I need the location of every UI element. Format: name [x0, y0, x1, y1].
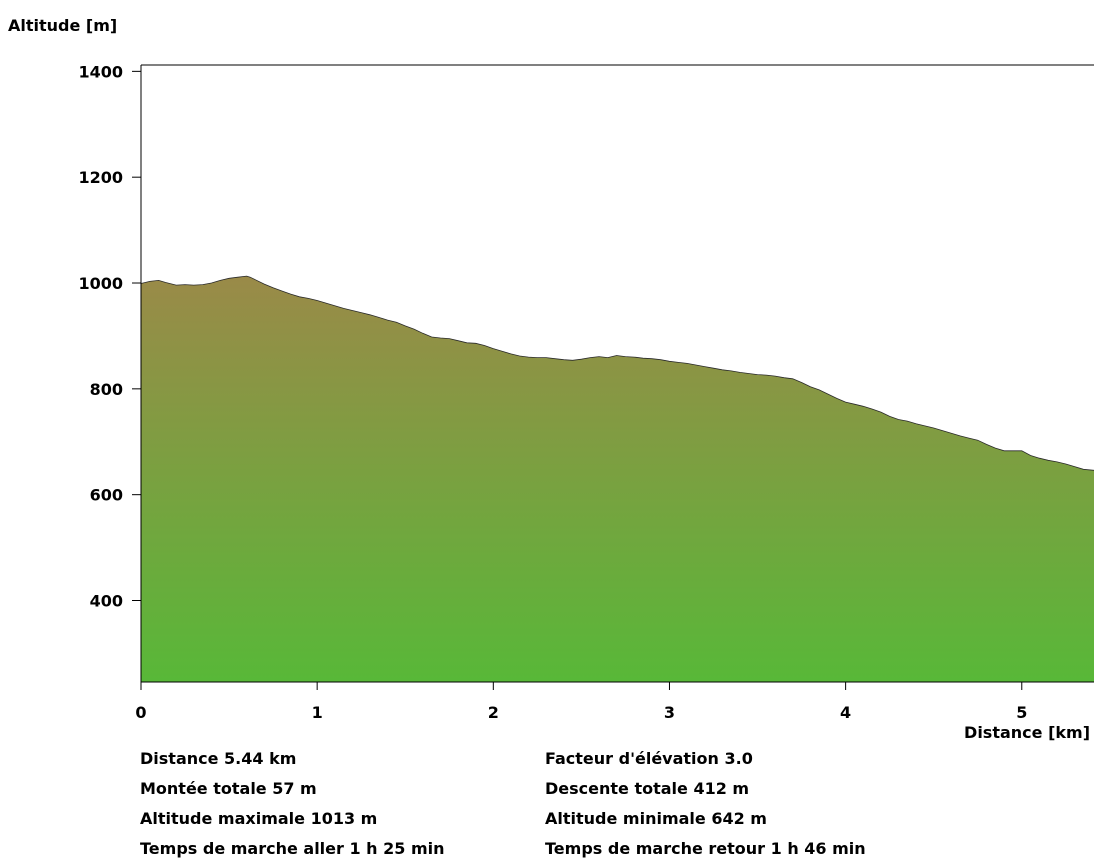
y-tick-label: 1000 [78, 274, 123, 293]
elevation-area [141, 276, 1094, 682]
x-tick-label: 5 [1016, 703, 1027, 722]
x-tick-label: 4 [840, 703, 851, 722]
y-ticks: 400 600 800 1000 1200 1400 [78, 62, 141, 611]
y-tick-label: 800 [90, 380, 123, 399]
y-tick-label: 400 [90, 592, 123, 611]
x-tick-label: 2 [488, 703, 499, 722]
stat-max-altitude: Altitude maximale 1013 m [140, 809, 378, 828]
elevation-line [140, 275, 1094, 471]
stat-total-descent: Descente totale 412 m [545, 779, 750, 798]
stat-walk-time-return: Temps de marche retour 1 h 46 min [545, 839, 866, 858]
x-ticks: 0 1 2 3 4 5 [135, 682, 1027, 722]
elevation-chart: Altitude [m] 400 600 800 1000 1200 1400 0 1 2 3 4… [8, 16, 1094, 742]
stat-distance: Distance 5.44 km [140, 749, 297, 768]
x-axis-label: Distance [km] [964, 723, 1090, 742]
x-tick-label: 3 [664, 703, 675, 722]
stat-walk-time-outbound: Temps de marche aller 1 h 25 min [140, 839, 445, 858]
y-tick-label: 1400 [78, 62, 123, 81]
y-axis-label: Altitude [m] [8, 16, 117, 35]
stat-total-ascent: Montée totale 57 m [140, 779, 317, 798]
x-tick-label: 1 [312, 703, 323, 722]
stat-elevation-factor: Facteur d'élévation 3.0 [545, 749, 753, 768]
stat-min-altitude: Altitude minimale 642 m [545, 809, 767, 828]
y-tick-label: 600 [90, 486, 123, 505]
elevation-area-layer [140, 275, 1094, 682]
y-tick-label: 1200 [78, 168, 123, 187]
axes [140, 64, 1094, 683]
x-tick-label: 0 [135, 703, 146, 722]
stats-right-column: Facteur d'élévation 3.0 Descente totale … [545, 744, 866, 864]
stats-left-column: Distance 5.44 km Montée totale 57 m Alti… [140, 744, 445, 864]
